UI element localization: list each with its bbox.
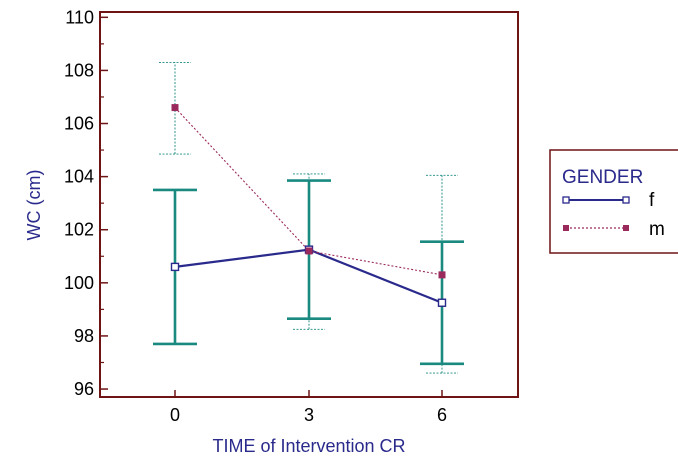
data-point-m [305,247,313,255]
legend-marker-f-end [622,196,630,204]
y-tick-label: 104 [64,167,94,187]
legend-label-m: m [649,219,665,240]
x-axis: 0 3 6 [170,390,447,425]
x-axis-label: TIME of Intervention CR [212,436,405,456]
legend-frame [549,149,678,254]
y-tick-label: 108 [64,60,94,80]
y-tick-label: 98 [74,326,94,346]
y-axis-label: WC (cm) [24,170,44,241]
legend-marker-m [563,225,569,231]
legend-marker-f [562,196,570,204]
y-axis: 96 98 100 102 104 106 108 110 [64,7,108,399]
series-markers [170,104,447,307]
legend-title: GENDER [562,167,643,188]
data-point-f [170,262,180,272]
y-tick-label: 96 [74,379,94,399]
x-tick-label: 6 [437,405,447,425]
legend-marker-m-end [623,225,629,231]
x-tick-label: 3 [304,405,314,425]
data-point-m [171,104,179,112]
y-tick-label: 100 [64,273,94,293]
legend: GENDER f m [549,149,678,254]
y-tick-label: 106 [64,114,94,134]
x-tick-label: 0 [170,405,180,425]
data-point-m [438,271,446,279]
y-tick-label: 110 [65,7,94,27]
data-point-f [437,298,447,307]
legend-label-f: f [649,190,655,211]
error-bars [153,61,464,374]
y-tick-label: 102 [64,220,94,240]
